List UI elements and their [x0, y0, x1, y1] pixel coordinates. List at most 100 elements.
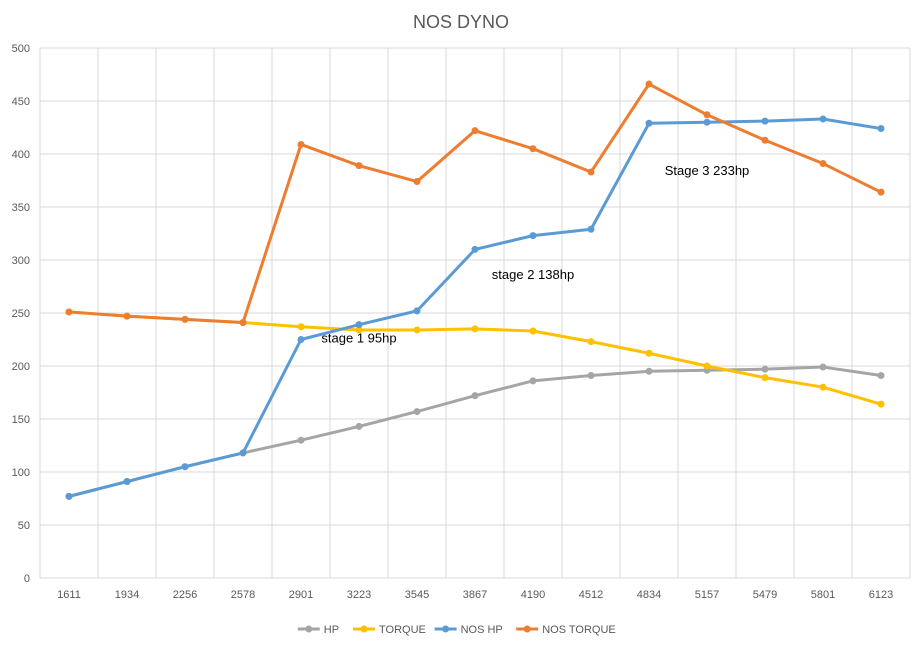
series-nos-hp: [65, 115, 885, 500]
series-lines: [65, 80, 885, 500]
data-point-torque: [355, 326, 363, 334]
x-tick-label: 2578: [231, 589, 255, 601]
annotation-label: stage 1 95hp: [321, 331, 396, 346]
data-point-torque: [703, 362, 711, 370]
data-point-torque: [761, 374, 769, 382]
data-point-torque: [297, 323, 305, 331]
data-point-nos-torque: [819, 160, 827, 168]
data-point-nos-hp: [355, 321, 363, 329]
data-point-hp: [587, 372, 595, 380]
data-point-torque: [819, 383, 827, 391]
annotation-label: Stage 3 233hp: [665, 163, 750, 178]
x-tick-label: 1611: [57, 589, 81, 601]
y-tick-label: 200: [12, 361, 30, 373]
legend-label: TORQUE: [379, 624, 426, 636]
legend-item-hp: HP: [297, 624, 339, 636]
data-point-nos-hp: [587, 225, 595, 233]
chart-title: NOS DYNO: [413, 12, 509, 32]
data-point-torque: [645, 349, 653, 357]
y-tick-label: 250: [12, 308, 30, 320]
legend-swatch-marker: [360, 625, 368, 633]
y-tick-label: 500: [12, 43, 30, 55]
data-point-torque: [587, 338, 595, 346]
x-tick-label: 5479: [753, 589, 777, 601]
data-point-nos-torque: [471, 127, 479, 135]
y-tick-label: 450: [12, 96, 30, 108]
data-point-nos-hp: [645, 119, 653, 127]
data-point-nos-torque: [239, 319, 247, 327]
data-point-hp: [529, 377, 537, 385]
data-point-nos-hp: [239, 449, 247, 457]
y-tick-label: 100: [12, 467, 30, 479]
x-tick-label: 2256: [173, 589, 197, 601]
data-point-hp: [355, 422, 363, 430]
x-tick-label: 2901: [289, 589, 313, 601]
legend-label: NOS TORQUE: [542, 624, 616, 636]
data-point-nos-torque: [355, 162, 363, 170]
data-point-hp: [645, 367, 653, 375]
x-tick-label: 4834: [637, 589, 661, 601]
y-tick-label: 50: [18, 520, 30, 532]
data-point-nos-torque: [587, 168, 595, 176]
data-point-nos-torque: [123, 312, 131, 320]
data-point-hp: [471, 392, 479, 400]
data-point-nos-torque: [761, 136, 769, 144]
y-tick-label: 400: [12, 149, 30, 161]
data-point-hp: [413, 408, 421, 416]
data-point-hp: [761, 365, 769, 373]
x-tick-label: 4190: [521, 589, 545, 601]
data-point-nos-hp: [877, 125, 885, 133]
y-tick-label: 0: [24, 573, 30, 585]
data-point-nos-hp: [703, 118, 711, 126]
data-point-nos-hp: [123, 478, 131, 486]
annotations: stage 1 95hp stage 2 138hp Stage 3 233hp: [321, 163, 749, 345]
legend-item-torque: TORQUE: [353, 624, 426, 636]
y-tick-label: 300: [12, 255, 30, 267]
data-point-hp: [877, 372, 885, 380]
legend-item-nos-hp: NOS HP: [434, 624, 503, 636]
annotation-label: stage 2 138hp: [492, 267, 574, 282]
data-point-nos-torque: [645, 80, 653, 88]
data-point-torque: [471, 325, 479, 333]
data-point-nos-hp: [297, 336, 305, 343]
y-tick-label: 350: [12, 202, 30, 214]
data-point-nos-torque: [703, 111, 711, 119]
data-point-nos-hp: [65, 492, 73, 500]
data-point-nos-torque: [297, 140, 305, 148]
data-point-nos-hp: [819, 115, 827, 123]
x-tick-label: 6123: [869, 589, 893, 601]
data-point-nos-hp: [413, 307, 421, 315]
x-tick-label: 1934: [115, 589, 139, 601]
legend-swatch-marker: [305, 625, 313, 633]
legend-swatch-marker: [523, 625, 531, 633]
data-point-torque: [529, 327, 537, 335]
legend-label: HP: [324, 624, 339, 636]
x-axis-ticks: 1611 1934 2256 2578 2901 3223 3545 3867 4190 4512…: [57, 589, 893, 601]
data-point-nos-hp: [181, 463, 189, 471]
data-point-torque: [413, 326, 421, 334]
data-point-nos-torque: [529, 145, 537, 153]
x-tick-label: 3223: [347, 589, 371, 601]
x-tick-label: 5801: [811, 589, 835, 601]
legend-item-nos-torque: NOS TORQUE: [516, 624, 616, 636]
legend-swatch-marker: [442, 625, 450, 633]
legend: HP TORQUE NOS HP NOS TORQUE: [297, 624, 616, 636]
x-tick-label: 3545: [405, 589, 429, 601]
y-tick-label: 150: [12, 414, 30, 426]
data-point-torque: [877, 400, 885, 408]
data-point-hp: [819, 363, 827, 371]
data-point-nos-hp: [761, 117, 769, 125]
x-tick-label: 4512: [579, 589, 603, 601]
legend-label: NOS HP: [461, 624, 503, 636]
data-point-hp: [297, 436, 305, 444]
data-point-nos-torque: [413, 178, 421, 186]
data-point-nos-hp: [529, 232, 537, 240]
x-tick-label: 3867: [463, 589, 487, 601]
data-point-nos-torque: [877, 188, 885, 196]
data-point-nos-torque: [65, 308, 73, 316]
data-point-nos-torque: [181, 315, 189, 323]
x-tick-label: 5157: [695, 589, 719, 601]
